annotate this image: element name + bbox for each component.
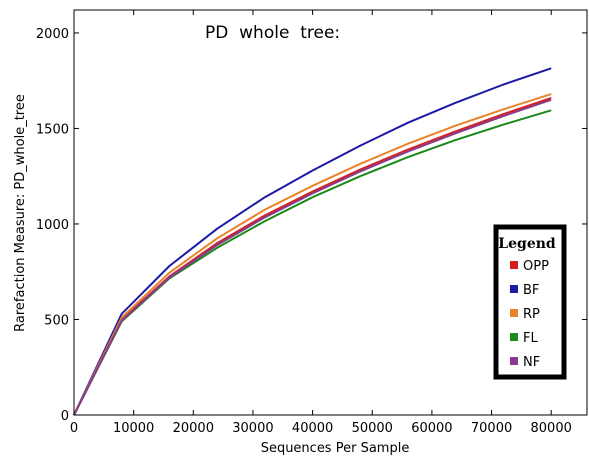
legend-items: OPP BF RP FL NF — [510, 259, 549, 370]
x-axis-ticks: 0 10000 20000 30000 40000 50000 60000 70000 8000… — [70, 10, 572, 436]
x-tick-label: 10000 — [113, 421, 154, 436]
x-tick-label: 50000 — [352, 421, 393, 436]
legend-title: Legend — [498, 236, 556, 252]
legend-label-opp: OPP — [523, 259, 549, 274]
y-tick-label: 0 — [61, 409, 69, 424]
plot-lines — [73, 67, 552, 416]
y-axis-label: Rarefaction Measure: PD_whole_tree — [13, 94, 28, 332]
series-line-nf — [73, 98, 552, 416]
y-tick-label: 2000 — [36, 27, 69, 42]
x-tick-label: 70000 — [471, 421, 512, 436]
y-tick-label: 500 — [44, 313, 69, 328]
y-tick-label: 1000 — [36, 218, 69, 233]
legend: Legend OPP BF RP FL NF — [493, 224, 567, 380]
legend-box — [493, 224, 567, 380]
legend-swatch-fl — [510, 333, 518, 341]
plot-frame — [73, 9, 588, 416]
legend-label-fl: FL — [523, 331, 538, 346]
x-axis-label: Sequences Per Sample — [261, 441, 410, 456]
y-axis-ticks: 0 500 1000 1500 2000 — [36, 27, 587, 424]
x-tick-label: 0 — [70, 421, 78, 436]
x-tick-label: 30000 — [232, 421, 273, 436]
legend-swatch-opp — [510, 261, 518, 269]
legend-label-nf: NF — [523, 355, 540, 370]
chart-title: PD whole tree: — [205, 23, 340, 43]
x-tick-label: 20000 — [173, 421, 214, 436]
series-line-bf — [73, 67, 552, 416]
series-line-opp — [73, 96, 552, 416]
legend-label-bf: BF — [523, 283, 539, 298]
legend-swatch-bf — [510, 285, 518, 293]
x-tick-label: 60000 — [411, 421, 452, 436]
legend-swatch-nf — [510, 357, 518, 365]
x-tick-label: 80000 — [531, 421, 572, 436]
legend-swatch-rp — [510, 309, 518, 317]
legend-label-rp: RP — [523, 307, 540, 322]
x-tick-label: 40000 — [292, 421, 333, 436]
series-line-rp — [73, 93, 552, 416]
series-line-fl — [73, 109, 552, 416]
y-tick-label: 1500 — [36, 122, 69, 137]
